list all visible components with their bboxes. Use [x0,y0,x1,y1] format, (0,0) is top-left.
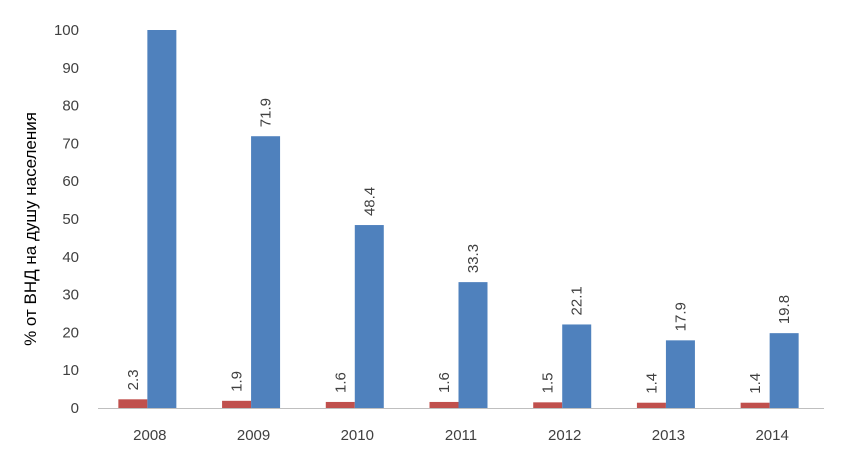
bar-series1-2011 [429,401,459,408]
bar-series2-2010 [354,225,384,408]
data-label-series2-2010: 48.4 [361,187,378,216]
bar-series1-2009 [222,400,252,408]
data-label-series2-2013: 17.9 [672,302,689,331]
x-tick-label: 2014 [755,427,788,444]
data-label-series1-2013: 1.4 [643,373,660,394]
y-tick-label: 50 [62,211,79,228]
bar-series2-2012 [562,324,592,408]
data-label-series2-2009: 71.9 [258,98,275,127]
bar-series2-2011 [458,282,488,408]
data-label-series2-2012: 22.1 [569,286,586,315]
data-label-series2-2014: 19.8 [776,295,793,324]
x-tick-label: 2012 [548,427,581,444]
y-tick-label: 70 [62,135,79,152]
y-tick-label: 60 [62,173,79,190]
bar-series2-2014 [769,333,799,408]
y-tick-label: 90 [62,60,79,77]
bar-series1-2012 [533,402,563,408]
y-tick-label: 0 [71,400,79,417]
data-label-series1-2009: 1.9 [229,371,246,392]
bar-series1-2010 [325,401,355,408]
y-tick-label: 10 [62,362,79,379]
x-tick-label: 2013 [652,427,685,444]
x-tick-label: 2008 [133,427,166,444]
bar-series1-2008 [118,399,148,408]
y-tick-label: 100 [54,22,79,39]
y-tick-label: 20 [62,324,79,341]
data-label-series1-2008: 2.3 [125,369,142,390]
data-label-series1-2011: 1.6 [436,372,453,393]
x-tick-label: 2010 [341,427,374,444]
tick-labels-layer: 0 10 20 30 40 50 60 70 80 90 100 2008 2009 2010 2011 20… [54,22,789,444]
data-labels-layer: 2.3 1.9 71.9 1.6 48.4 1.6 33.3 1.5 22.1 1.4 17.9 1.… [125,98,793,394]
y-tick-label: 40 [62,249,79,266]
data-label-series1-2012: 1.5 [540,372,557,393]
bar-series2-2008 [147,30,177,408]
bars-layer [118,30,799,408]
y-axis-label: % от ВНД на душу населения [21,112,40,346]
bar-series1-2014 [740,402,770,408]
x-tick-label: 2011 [445,427,477,444]
bar-series1-2013 [636,402,666,408]
data-label-series2-2011: 33.3 [465,244,482,273]
bar-series2-2013 [665,340,695,408]
data-label-series1-2014: 1.4 [747,373,764,394]
x-tick-label: 2009 [237,427,270,444]
bar-series2-2009 [251,136,281,408]
y-tick-label: 30 [62,287,79,304]
data-label-series1-2010: 1.6 [332,372,349,393]
y-tick-label: 80 [62,98,79,115]
